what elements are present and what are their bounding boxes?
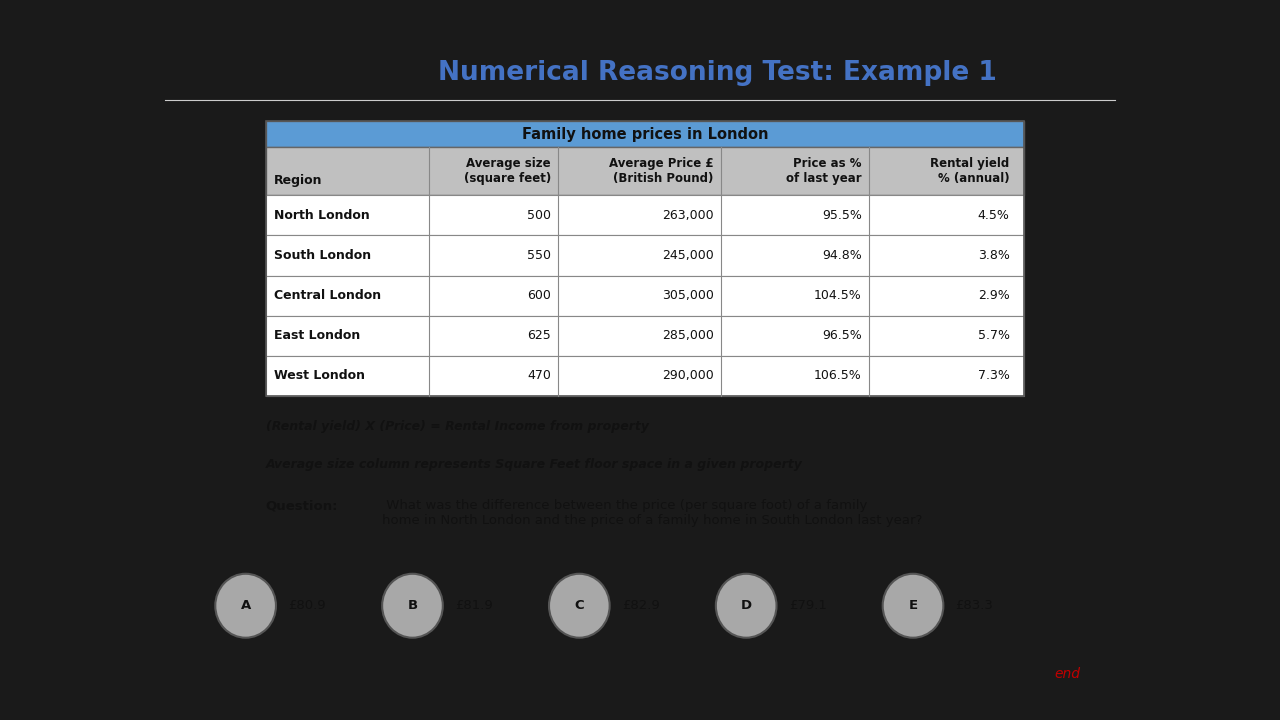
- Text: C: C: [575, 599, 584, 612]
- Text: £83.3: £83.3: [955, 599, 993, 612]
- Text: D: D: [741, 599, 751, 612]
- FancyBboxPatch shape: [266, 276, 1024, 315]
- Text: Question:: Question:: [266, 499, 338, 512]
- Text: (square feet): (square feet): [463, 172, 550, 185]
- Ellipse shape: [383, 574, 443, 638]
- Text: % (annual): % (annual): [938, 172, 1010, 185]
- Text: Average Price £: Average Price £: [609, 157, 714, 170]
- Text: Region: Region: [274, 174, 323, 187]
- FancyBboxPatch shape: [266, 121, 1024, 147]
- Text: 305,000: 305,000: [662, 289, 714, 302]
- Text: (British Pound): (British Pound): [613, 172, 714, 185]
- FancyBboxPatch shape: [266, 315, 1024, 356]
- Text: West London: West London: [274, 369, 365, 382]
- Text: end: end: [1053, 667, 1080, 681]
- Text: 625: 625: [527, 329, 550, 342]
- Text: £80.9: £80.9: [288, 599, 325, 612]
- Text: 3.8%: 3.8%: [978, 249, 1010, 262]
- Text: (Rental yield) X (Price) = Rental Income from property: (Rental yield) X (Price) = Rental Income…: [266, 420, 649, 433]
- Text: of last year: of last year: [786, 172, 861, 185]
- Text: 2.9%: 2.9%: [978, 289, 1010, 302]
- Text: 290,000: 290,000: [662, 369, 714, 382]
- Text: 104.5%: 104.5%: [814, 289, 861, 302]
- Text: 500: 500: [527, 209, 550, 222]
- Text: Average size column represents Square Feet floor space in a given property: Average size column represents Square Fe…: [266, 458, 803, 471]
- Text: 600: 600: [527, 289, 550, 302]
- Text: E: E: [909, 599, 918, 612]
- Text: Price as %: Price as %: [794, 157, 861, 170]
- Text: Average size: Average size: [466, 157, 550, 170]
- Text: 470: 470: [527, 369, 550, 382]
- Text: 263,000: 263,000: [662, 209, 714, 222]
- Text: 106.5%: 106.5%: [814, 369, 861, 382]
- Text: 96.5%: 96.5%: [822, 329, 861, 342]
- Text: 95.5%: 95.5%: [822, 209, 861, 222]
- FancyBboxPatch shape: [266, 356, 1024, 396]
- Ellipse shape: [549, 574, 609, 638]
- FancyBboxPatch shape: [266, 195, 1024, 235]
- Text: East London: East London: [274, 329, 360, 342]
- Text: Rental yield: Rental yield: [931, 157, 1010, 170]
- Text: North London: North London: [274, 209, 370, 222]
- Text: £81.9: £81.9: [454, 599, 493, 612]
- Text: 7.3%: 7.3%: [978, 369, 1010, 382]
- Text: Numerical Reasoning Test: Example 1: Numerical Reasoning Test: Example 1: [438, 60, 997, 86]
- Text: Central London: Central London: [274, 289, 381, 302]
- Text: 245,000: 245,000: [662, 249, 714, 262]
- Text: £79.1: £79.1: [788, 599, 827, 612]
- Text: South London: South London: [274, 249, 371, 262]
- Ellipse shape: [215, 574, 276, 638]
- Text: 285,000: 285,000: [662, 329, 714, 342]
- Text: B: B: [407, 599, 417, 612]
- Text: 550: 550: [527, 249, 550, 262]
- Text: 94.8%: 94.8%: [822, 249, 861, 262]
- Text: 5.7%: 5.7%: [978, 329, 1010, 342]
- Ellipse shape: [716, 574, 777, 638]
- Ellipse shape: [883, 574, 943, 638]
- Text: A: A: [241, 599, 251, 612]
- Text: What was the difference between the price (per square foot) of a family
home in : What was the difference between the pric…: [383, 499, 923, 527]
- Text: £82.9: £82.9: [622, 599, 659, 612]
- FancyBboxPatch shape: [266, 235, 1024, 276]
- Text: 4.5%: 4.5%: [978, 209, 1010, 222]
- Text: Family home prices in London: Family home prices in London: [522, 127, 768, 142]
- FancyBboxPatch shape: [266, 147, 1024, 195]
